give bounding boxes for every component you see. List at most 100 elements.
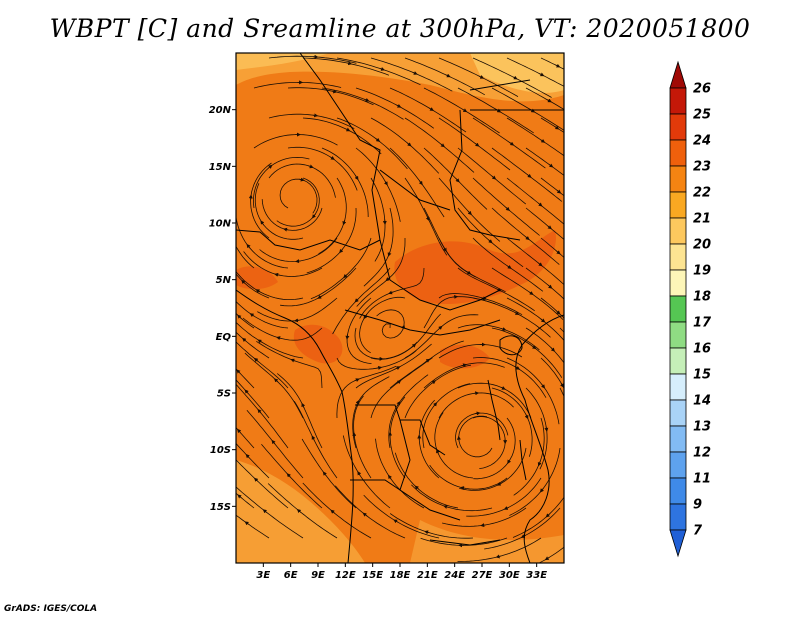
streamline-arrow bbox=[537, 202, 543, 207]
lon-tick-label: 15E bbox=[362, 570, 383, 581]
streamline-arrow bbox=[436, 448, 440, 455]
streamline-arrow bbox=[560, 382, 564, 388]
streamline-arrow bbox=[237, 314, 242, 319]
streamline-arrow bbox=[550, 347, 556, 352]
lake-tanganyika bbox=[487, 379, 501, 441]
streamline-arrow bbox=[237, 428, 242, 434]
streamline-arrow bbox=[308, 164, 314, 169]
streamline-arrow bbox=[544, 556, 550, 561]
streamline bbox=[236, 245, 255, 269]
streamline-arrow bbox=[440, 143, 445, 148]
streamline-arrow bbox=[488, 239, 493, 244]
streamline-arrow bbox=[383, 180, 388, 186]
streamlines bbox=[236, 54, 564, 563]
colorbar-label: 17 bbox=[693, 316, 712, 331]
border-d bbox=[379, 169, 451, 211]
streamline-arrow bbox=[438, 325, 443, 330]
streamline-arrow bbox=[425, 215, 430, 222]
streamline-arrow bbox=[538, 262, 543, 267]
lon-tick-label: 12E bbox=[335, 570, 356, 581]
streamline-arrow bbox=[296, 508, 302, 514]
streamline-arrow bbox=[466, 270, 472, 275]
warm-region-west bbox=[236, 266, 278, 290]
cool-region-northwest bbox=[236, 53, 330, 70]
streamline-arrow bbox=[355, 399, 360, 406]
colorbar-label: 26 bbox=[693, 82, 711, 97]
streamline-arrow bbox=[257, 339, 263, 344]
colorbar-label: 23 bbox=[693, 160, 711, 175]
colorbar-swatch bbox=[669, 269, 687, 297]
grads-credit: GrADS: IGES/COLA bbox=[4, 604, 98, 614]
streamline-arrow bbox=[556, 189, 562, 194]
colorbar-swatch bbox=[669, 243, 687, 271]
streamline-arrow bbox=[418, 180, 423, 186]
streamline-arrow bbox=[345, 127, 351, 132]
cooler-region-northeast bbox=[470, 53, 564, 93]
streamline-arrow bbox=[354, 378, 360, 382]
streamline-arrow bbox=[237, 494, 242, 499]
streamline-arrow bbox=[376, 365, 383, 370]
colorbar-label: 21 bbox=[693, 212, 711, 227]
streamline-arrow bbox=[474, 411, 481, 416]
streamline-arrow bbox=[271, 439, 276, 445]
streamline-arrow bbox=[244, 389, 249, 394]
streamline-arrow bbox=[443, 505, 449, 509]
streamline-arrow bbox=[462, 108, 468, 113]
border-j bbox=[429, 539, 501, 546]
colorbar-swatch bbox=[669, 373, 687, 401]
colorbar-swatch bbox=[669, 191, 687, 219]
streamline-arrow bbox=[388, 290, 394, 295]
streamline-arrow bbox=[352, 432, 357, 438]
streamline-arrow bbox=[524, 414, 529, 420]
colorbar-label: 14 bbox=[693, 394, 711, 409]
colorbar-label: 16 bbox=[693, 342, 711, 357]
streamline-arrow bbox=[396, 103, 402, 108]
streamline-arrow bbox=[514, 311, 520, 315]
streamline-arrow bbox=[412, 71, 418, 75]
streamline-arrow bbox=[354, 175, 359, 181]
streamline-arrow bbox=[425, 358, 431, 363]
colorbar-label: 12 bbox=[693, 446, 711, 461]
streamline-arrow bbox=[387, 474, 392, 480]
coastline-west bbox=[236, 289, 354, 563]
streamline-arrow bbox=[357, 471, 362, 477]
streamline-arrow bbox=[461, 363, 467, 368]
streamline-arrow bbox=[556, 310, 561, 315]
border-k bbox=[469, 79, 564, 111]
streamline-arrow bbox=[467, 210, 472, 216]
lat-tick-label: 10N bbox=[209, 219, 232, 230]
streamline-arrow bbox=[242, 337, 247, 342]
streamline-arrow bbox=[245, 453, 250, 459]
streamline-arrow bbox=[267, 164, 273, 169]
streamline-arrow bbox=[362, 512, 368, 517]
colorbar-swatch bbox=[669, 295, 687, 323]
colorbar-swatch bbox=[669, 425, 687, 453]
colorbar-label: 18 bbox=[693, 290, 711, 305]
colorbar-label: 25 bbox=[693, 108, 711, 123]
streamline-arrow bbox=[547, 225, 552, 230]
country-borders bbox=[236, 53, 564, 563]
streamline-arrow bbox=[540, 318, 546, 323]
streamline-arrow bbox=[396, 400, 401, 406]
colorbar-label: 9 bbox=[693, 498, 702, 513]
border-e bbox=[389, 279, 501, 311]
lat-tick-label: EQ bbox=[216, 332, 232, 343]
streamline-arrow bbox=[393, 519, 399, 524]
streamline-arrow bbox=[329, 156, 335, 160]
lon-tick-label: 18E bbox=[390, 570, 411, 581]
streamline-arrow bbox=[396, 380, 402, 385]
streamline-arrow bbox=[455, 178, 460, 183]
streamline-arrow bbox=[331, 89, 338, 94]
lon-tick-label: 33E bbox=[526, 570, 547, 581]
streamline-arrow bbox=[387, 251, 392, 257]
streamline-arrow bbox=[491, 175, 497, 180]
streamline-arrow bbox=[528, 291, 534, 296]
streamline-arrow bbox=[354, 298, 359, 303]
streamline-arrow bbox=[274, 272, 280, 277]
streamline-arrow bbox=[294, 318, 300, 323]
streamline-arrow bbox=[554, 125, 560, 130]
streamline-arrow bbox=[411, 343, 417, 348]
streamline-arrow bbox=[246, 243, 251, 249]
streamline-arrow bbox=[290, 358, 296, 363]
lake-malawi bbox=[519, 439, 527, 481]
